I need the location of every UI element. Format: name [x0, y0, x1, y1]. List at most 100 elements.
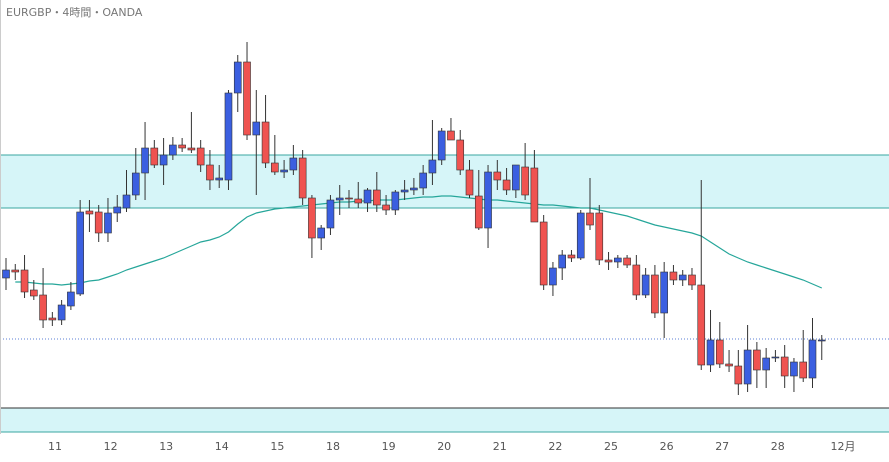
candle-body	[632, 264, 641, 296]
candle-body	[317, 227, 325, 239]
candle-body	[604, 259, 613, 263]
candle-body	[335, 197, 344, 201]
candle-body	[298, 157, 307, 199]
candle-body	[549, 267, 557, 286]
candle-body	[326, 199, 335, 229]
candle-body	[39, 294, 47, 321]
candle-body	[456, 139, 465, 171]
x-tick-label: 12月	[831, 440, 856, 453]
candle-body	[586, 212, 594, 226]
candle-body	[734, 365, 743, 385]
x-tick-label: 22	[548, 440, 562, 453]
candle-body	[224, 92, 233, 181]
x-tick-label: 19	[382, 440, 396, 453]
candle-body	[743, 349, 752, 385]
candle-body	[252, 121, 261, 136]
candle-body	[697, 284, 706, 366]
candle-body	[410, 187, 418, 191]
candle-body	[67, 291, 75, 307]
candle-body	[623, 257, 631, 266]
candle-body	[261, 121, 270, 164]
candle-body	[614, 257, 622, 263]
candle-body	[493, 171, 502, 181]
candle-body	[382, 204, 390, 211]
candle-body	[808, 339, 817, 379]
candle-body	[474, 195, 483, 229]
x-tick-label: 15	[270, 440, 284, 453]
candle-body	[799, 361, 808, 379]
candle-body	[354, 198, 363, 204]
candle-body	[104, 212, 112, 234]
x-tick-label: 21	[493, 440, 507, 453]
plot	[2, 42, 826, 395]
zone	[0, 408, 889, 432]
candle-body	[771, 356, 780, 359]
x-tick-label: 12	[104, 440, 118, 453]
candle-body	[530, 167, 539, 223]
candle-body	[20, 269, 29, 293]
candle-body	[567, 254, 576, 259]
candle-body	[465, 169, 474, 196]
candle-body	[641, 274, 650, 296]
candle-body	[243, 61, 251, 136]
candle-body	[178, 144, 186, 149]
zones	[0, 154, 889, 433]
candle-body	[521, 166, 529, 196]
candle-body	[363, 189, 372, 204]
candle-body	[85, 210, 94, 215]
x-tick-label: 28	[771, 440, 785, 453]
candle-body	[76, 211, 84, 295]
candle-body	[512, 164, 520, 191]
candle-body	[669, 271, 678, 281]
x-tick-label: 11	[48, 440, 62, 453]
candle-body	[558, 254, 567, 269]
x-tick-label: 20	[437, 440, 451, 453]
candle-body	[400, 189, 409, 193]
candle-body	[790, 361, 798, 377]
candle-body	[817, 339, 826, 342]
x-tick-label: 25	[604, 440, 618, 453]
candle-body	[678, 274, 687, 281]
candle-body	[289, 157, 298, 171]
x-tick-label: 13	[159, 440, 173, 453]
candle-body	[780, 356, 789, 377]
candle-body	[150, 147, 159, 166]
candle-body	[419, 172, 427, 189]
candle-body	[215, 177, 224, 181]
candle-body	[372, 189, 381, 206]
candle-body	[688, 274, 696, 286]
candle-body	[762, 357, 770, 371]
candle-body	[280, 169, 288, 173]
candle-body	[539, 221, 548, 286]
candle-body	[233, 61, 242, 94]
candle-body	[30, 289, 38, 297]
candle-body	[706, 339, 715, 366]
candle-body	[48, 317, 57, 321]
candle-body	[651, 274, 659, 314]
candle-body	[502, 179, 511, 191]
candle-body	[206, 164, 214, 181]
candle-body	[11, 269, 20, 273]
candle-body	[715, 339, 724, 365]
candle-body	[113, 206, 122, 214]
candle-body	[484, 171, 492, 229]
candle-body	[725, 363, 733, 367]
candle-body	[447, 130, 455, 141]
candle-body	[576, 212, 585, 259]
candle-body	[753, 349, 761, 371]
candle-body	[187, 147, 196, 151]
candle-body	[196, 147, 205, 166]
x-tick-label: 14	[215, 440, 229, 453]
candle-body	[122, 194, 131, 209]
time-axis	[0, 434, 889, 462]
chart-title: EURGBP・4時間・OANDA	[6, 6, 143, 19]
candle-body	[2, 269, 10, 279]
candle-body	[169, 144, 177, 156]
candle-body	[271, 162, 279, 173]
x-tick-label: 27	[715, 440, 729, 453]
candle-body	[428, 159, 437, 174]
candle-body	[94, 211, 103, 234]
